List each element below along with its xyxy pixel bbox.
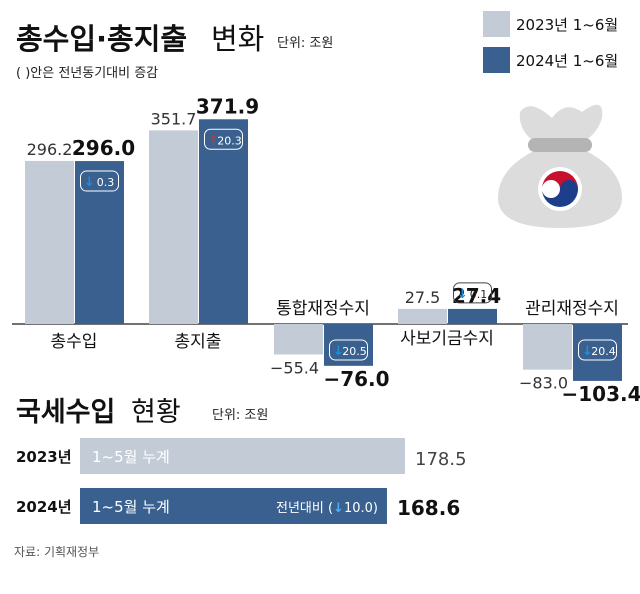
category-label-0: 총수입	[51, 332, 98, 352]
bar-2023-4	[523, 324, 572, 370]
change-arrow-4: ↓	[582, 344, 593, 359]
bar-2023-3	[398, 308, 447, 324]
bar-2023-1	[149, 130, 198, 324]
value-label-2023-3: 27.5	[405, 288, 441, 307]
legend-swatch-2023	[483, 11, 510, 37]
change-arrow-3: ↓	[457, 287, 468, 302]
section-unit-label: 단위: 조원	[212, 408, 268, 423]
hbar-year-label-0: 2023년	[16, 448, 72, 466]
bar-2024-4	[573, 324, 622, 381]
bar-2023-0	[25, 160, 74, 324]
value-label-2023-2: −55.4	[270, 358, 319, 377]
value-label-2024-2: −76.0	[323, 367, 389, 391]
value-label-2024-3: 27.4	[452, 284, 501, 308]
category-label-3: 사보기금수지	[400, 329, 494, 349]
value-label-2023-1: 351.7	[151, 109, 197, 128]
change-arrow-2: ↓	[333, 344, 344, 359]
section-title-light: 현황	[131, 397, 181, 428]
hbar-inner-label-1: 1~5월 누계	[92, 498, 170, 516]
chart-title-light: 변화	[211, 22, 264, 56]
chart-title: 총수입·총지출	[16, 22, 187, 56]
bar-chart-main: 296.2 296.0↓ 0.3총수입351.7371.9↑20.3총지출−55.4…	[12, 94, 640, 406]
value-label-2024-0: 296.0	[72, 136, 135, 160]
hbar-value-label-1: 168.6	[397, 496, 460, 520]
legend-label-2024: 2024년 1~6월	[516, 52, 618, 70]
change-value-2: 20.5	[342, 345, 367, 358]
legend-swatch-2024	[483, 47, 510, 73]
change-arrow-1: ↑	[208, 133, 219, 148]
value-label-2023-4: −83.0	[519, 374, 568, 393]
source-label: 자료: 기획재정부	[14, 545, 99, 559]
change-box-2	[329, 339, 368, 361]
unit-label: 단위: 조원	[277, 36, 333, 51]
bar-2024-0	[75, 161, 124, 324]
value-label-2024-1: 371.9	[196, 94, 259, 118]
change-value-1: 20.3	[217, 134, 242, 147]
hbar-year-label-1: 2024년	[16, 498, 72, 516]
bar-2024-3	[448, 308, 497, 324]
section-title: 국세수입	[16, 397, 115, 428]
hbar-inner-label-0: 1~5월 누계	[92, 448, 170, 466]
change-box-0	[80, 170, 119, 192]
legend-label-2023: 2023년 1~6월	[516, 16, 618, 34]
change-box-4	[578, 339, 617, 361]
change-arrow-0: ↓	[84, 175, 95, 190]
hbar-1	[80, 488, 387, 524]
change-box-1	[204, 128, 243, 150]
category-label-4: 관리재정수지	[525, 299, 619, 319]
change-box-3	[453, 282, 492, 304]
hbar-value-label-0: 178.5	[415, 449, 467, 470]
hbar-0	[80, 438, 405, 474]
bar-2024-1	[199, 119, 248, 325]
value-label-2024-4: −103.4	[561, 382, 640, 406]
bar-2023-2	[274, 324, 323, 355]
money-bag-icon	[498, 104, 622, 228]
change-value-3: 0.1	[470, 288, 488, 301]
change-value-0: 0.3	[97, 176, 115, 189]
hbar-change-label: 전년대비 (↓10.0)	[276, 501, 378, 516]
note-label: ( )안은 전년동기대비 증감	[16, 66, 158, 81]
category-label-2: 통합재정수지	[276, 299, 370, 319]
value-label-2023-0: 296.2	[27, 140, 73, 159]
change-value-4: 20.4	[591, 345, 616, 358]
category-label-1: 총지출	[175, 332, 222, 352]
bar-chart-tax-revenue: 2023년 1~5월 누계 178.5 2024년 1~5월 누계 168.6 전년대비 (…	[16, 438, 467, 524]
